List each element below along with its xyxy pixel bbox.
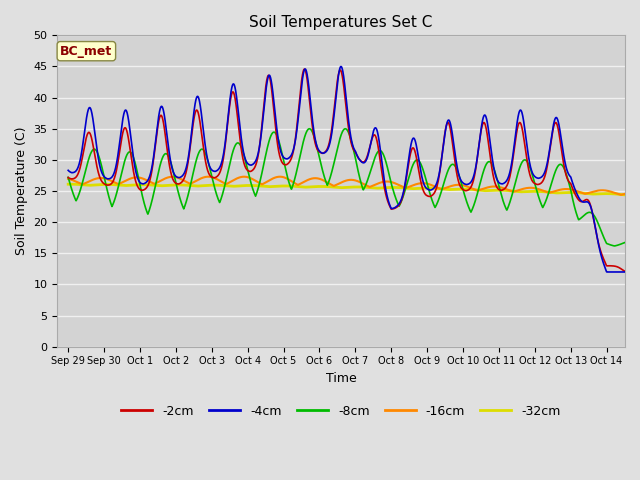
Text: BC_met: BC_met (60, 45, 113, 58)
Title: Soil Temperatures Set C: Soil Temperatures Set C (250, 15, 433, 30)
Legend: -2cm, -4cm, -8cm, -16cm, -32cm: -2cm, -4cm, -8cm, -16cm, -32cm (116, 400, 566, 423)
X-axis label: Time: Time (326, 372, 356, 385)
Y-axis label: Soil Temperature (C): Soil Temperature (C) (15, 127, 28, 255)
